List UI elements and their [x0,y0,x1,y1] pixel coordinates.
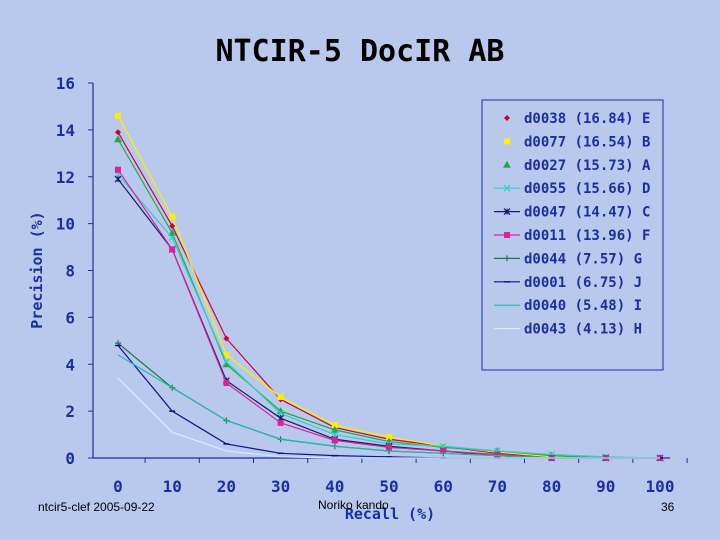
data-point [114,135,122,143]
legend-label: d0077 (16.54) B [524,134,650,150]
data-point [223,351,230,358]
legend-swatch-marker [504,115,510,121]
x-tick-label: 80 [542,477,561,496]
legend-swatch-marker [504,255,510,262]
y-tick-labels: 0 2 4 6 8 10 12 14 16 [56,74,93,468]
x-tick-label: 60 [434,477,453,496]
legend-label: d0001 (6.75) J [524,275,642,291]
x-tick-label: 40 [325,477,344,496]
legend-entry-3: d0055 (15.66) D [494,181,650,197]
y-tick-label: 14 [56,121,75,140]
legend-label: d0040 (5.48) I [524,298,642,314]
data-point [331,437,338,444]
y-tick-label: 4 [65,355,75,374]
data-point [168,229,177,236]
x-tick-label: 100 [646,477,675,496]
data-point [277,394,284,401]
x-tick-label: 70 [488,477,507,496]
y-tick-label: 16 [56,74,75,93]
data-point [330,425,339,433]
data-point [385,437,393,445]
data-point [331,422,338,429]
x-tick-label: 0 [113,477,123,496]
data-point [386,444,392,451]
legend-label: d0047 (14.47) C [524,205,650,221]
legend-entry-4: d0047 (14.47) C [494,205,650,221]
data-point [115,129,121,136]
legend-label: d0011 (13.96) F [524,228,650,244]
legend-swatch-marker [504,138,510,145]
x-tick-label: 50 [379,477,398,496]
x-axis-title: Recall (%) [345,505,435,523]
legend: d0038 (16.84) E d0077 (16.54) B d0027 (15.… [481,99,664,371]
series-lines [114,112,664,462]
data-point [114,175,122,183]
page-number: 36 [661,500,675,514]
series-line [117,377,660,459]
y-tick-label: 8 [65,262,75,281]
legend-entry-1: d0077 (16.54) B [504,134,650,150]
legend-label: d0055 (15.66) D [524,181,650,197]
legend-entry-5: d0011 (13.96) F [494,228,650,244]
y-tick-label: 6 [65,308,75,327]
data-point [115,166,121,173]
legend-entry-2: d0027 (15.73) A [503,158,651,174]
data-point [169,222,176,229]
y-tick-label: 2 [65,402,75,421]
y-tick-label: 12 [56,168,75,187]
data-point [223,380,230,386]
series-9 [117,377,660,459]
legend-entry-9: d0043 (4.13) H [494,322,642,338]
legend-entry-7: d0001 (6.75) J [494,275,642,291]
y-axis-title: Precision (%) [28,211,46,328]
data-point [223,335,230,342]
data-point [277,419,284,426]
footer-left: ntcir5-clef 2005-09-22 [38,500,155,514]
legend-label: d0044 (7.57) G [524,251,642,267]
legend-swatch-marker [503,160,511,168]
x-tick-label: 90 [596,477,615,496]
data-point [222,358,230,366]
y-tick-label: 0 [65,449,75,468]
slide-title: NTCIR-5 DocIR AB [215,34,505,69]
legend-entry-0: d0038 (16.84) E [504,111,650,127]
footer-center: Noriko kando [318,498,389,512]
legend-label: d0038 (16.84) E [524,111,650,127]
x-tick-label: 20 [217,477,236,496]
data-point [386,433,392,440]
y-tick-label: 10 [56,215,75,234]
legend-entry-6: d0044 (7.57) G [494,251,642,267]
legend-label: d0043 (4.13) H [524,322,642,338]
legend-label: d0027 (15.73) A [524,158,651,174]
data-point [169,213,176,220]
x-tick-label: 10 [163,477,182,496]
data-point [222,360,231,368]
legend-swatch-marker [504,232,510,238]
data-point [115,112,121,119]
x-tick-labels: 0 10 20 30 40 50 60 70 80 90 100 [113,458,688,496]
legend-entry-8: d0040 (5.48) I [494,298,642,314]
data-point [169,246,176,253]
x-tick-label: 30 [271,477,290,496]
data-point [168,234,176,242]
legend-swatch-marker [503,208,511,216]
legend-swatch-marker [503,184,511,192]
